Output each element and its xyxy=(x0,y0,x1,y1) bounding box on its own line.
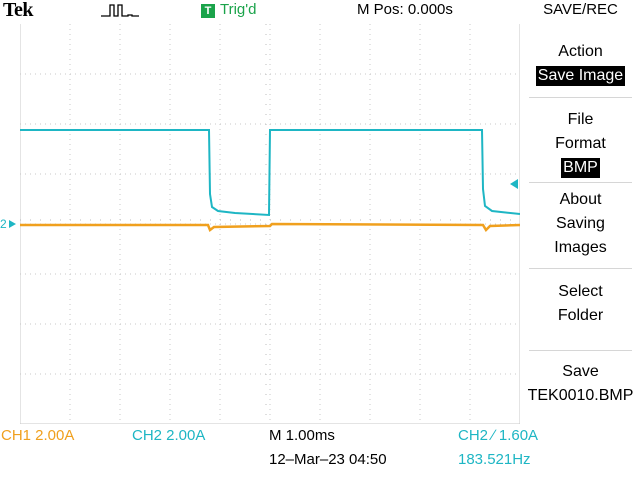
about-label-3: Images xyxy=(554,239,607,256)
trigger-level-marker-icon xyxy=(510,179,518,189)
save-filename: TEK0010.BMP xyxy=(527,387,634,404)
save-button[interactable]: Save TEK0010.BMP xyxy=(521,360,640,408)
ch2-scale: CH2 2.00A xyxy=(132,427,206,444)
trigger-status: Trig'd xyxy=(220,1,257,18)
action-menu-button[interactable]: Action Save Image xyxy=(521,40,640,88)
trigger-readout: CH2 ∕ 1.60A xyxy=(458,427,539,444)
tek-logo: Tek xyxy=(3,0,34,21)
bottom-status-bar: CH1 2.00A CH2 2.00A M 1.00ms 12–Mar–23 0… xyxy=(0,424,640,480)
file-format-label-2: Format xyxy=(555,135,606,152)
trigger-status-badge: T xyxy=(201,4,215,18)
ch1-scale: CH1 2.00A xyxy=(1,427,75,444)
select-label-1: Select xyxy=(558,283,603,300)
menu-divider xyxy=(529,97,632,98)
ch1-waveform xyxy=(20,222,521,233)
frequency-readout: 183.521Hz xyxy=(458,451,531,468)
file-format-label: File xyxy=(567,111,594,128)
select-folder-button[interactable]: Select Folder xyxy=(521,280,640,328)
about-label-2: Saving xyxy=(556,215,605,232)
ch2-waveform xyxy=(20,129,521,217)
timebase: M 1.00ms xyxy=(269,427,335,444)
select-label-2: Folder xyxy=(557,307,604,324)
horizontal-position: M Pos: 0.000s xyxy=(357,1,453,18)
svg-text:2: 2 xyxy=(0,217,7,231)
file-format-menu-button[interactable]: File Format BMP xyxy=(521,108,640,180)
about-label-1: About xyxy=(559,191,602,208)
menu-title: SAVE/REC xyxy=(543,1,618,18)
file-format-value: BMP xyxy=(561,158,600,178)
menu-divider xyxy=(529,350,632,351)
run-pulse-icon xyxy=(101,4,139,17)
date-time: 12–Mar–23 04:50 xyxy=(269,451,387,468)
save-label: Save xyxy=(562,363,599,380)
graticule xyxy=(19,24,521,425)
menu-divider xyxy=(529,268,632,269)
menu-divider xyxy=(529,182,632,183)
action-value: Save Image xyxy=(535,66,626,86)
side-menu: Action Save Image File Format BMP About … xyxy=(521,22,640,426)
ch2-ground-marker: 2 xyxy=(0,217,16,231)
waveform-display xyxy=(19,24,521,425)
action-label: Action xyxy=(558,43,603,60)
about-saving-images-button[interactable]: About Saving Images xyxy=(521,188,640,260)
top-status-bar: Tek T Trig'd M Pos: 0.000s SAVE/REC xyxy=(0,0,640,22)
